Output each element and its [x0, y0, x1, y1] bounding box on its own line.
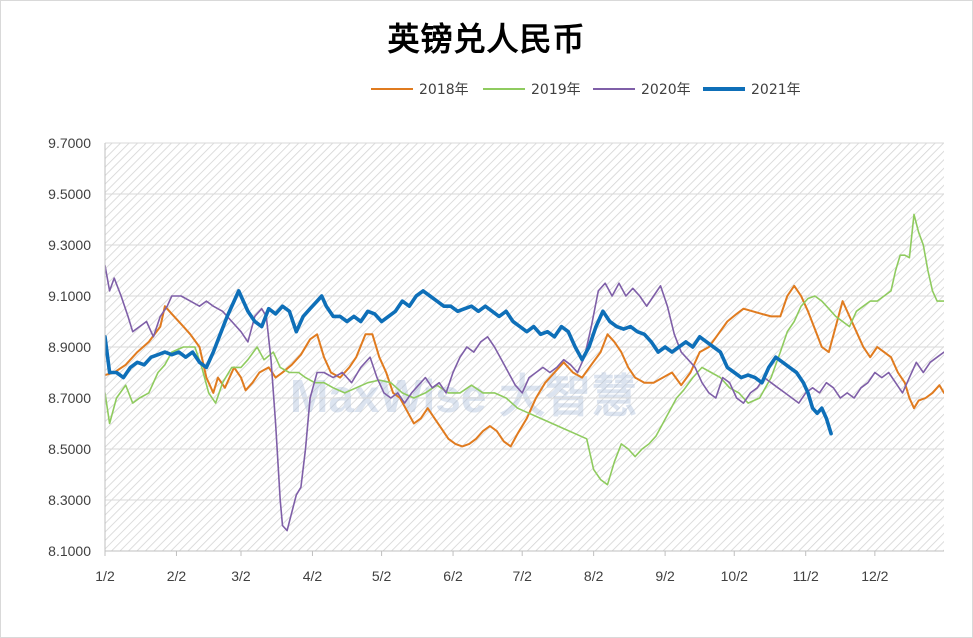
x-tick-label: 2/2: [167, 568, 187, 584]
x-tick-label: 4/2: [303, 568, 323, 584]
y-tick-label: 8.9000: [48, 339, 91, 355]
legend-label: 2020年: [641, 82, 691, 98]
legend-label: 2019年: [531, 82, 581, 98]
x-tick-label: 9/2: [655, 568, 675, 584]
y-tick-label: 9.5000: [48, 186, 91, 202]
y-tick-label: 8.7000: [48, 390, 91, 406]
x-tick-label: 11/2: [793, 568, 819, 584]
legend: 2018年 2019年 2020年 2021年: [371, 82, 801, 98]
x-tick-label: 3/2: [231, 568, 251, 584]
axes: 9.7000 9.5000 9.3000 9.1000 8.9000 8.7000 8.50…: [48, 135, 944, 584]
series-lines: [105, 213, 944, 532]
y-tick-label: 9.1000: [48, 288, 91, 304]
y-tick-label: 9.3000: [48, 237, 91, 253]
y-tick-label: 8.1000: [48, 543, 91, 559]
x-tick-label: 12/2: [861, 568, 888, 584]
y-tick-label: 8.3000: [48, 492, 91, 508]
x-tick-label: 5/2: [372, 568, 392, 584]
x-tick-label: 1/2: [95, 568, 115, 584]
series-line-2021: [105, 289, 833, 436]
y-tick-label: 8.5000: [48, 441, 91, 457]
series-line-2019: [105, 213, 944, 486]
gridlines: [105, 142, 944, 552]
watermark: MaxWise 大智慧: [290, 370, 637, 422]
legend-label: 2021年: [751, 82, 801, 98]
series-line-2020: [105, 264, 944, 532]
y-tick-label: 9.7000: [48, 135, 91, 151]
series-line-2018: [105, 284, 944, 448]
chart-title: 英镑兑人民币: [387, 20, 586, 58]
x-tick-label: 7/2: [512, 568, 532, 584]
watermark-text: MaxWise 大智慧: [290, 370, 637, 422]
x-tick-label: 8/2: [584, 568, 604, 584]
x-tick-label: 6/2: [443, 568, 463, 584]
legend-label: 2018年: [419, 82, 469, 98]
x-tick-label: 10/2: [721, 568, 748, 584]
